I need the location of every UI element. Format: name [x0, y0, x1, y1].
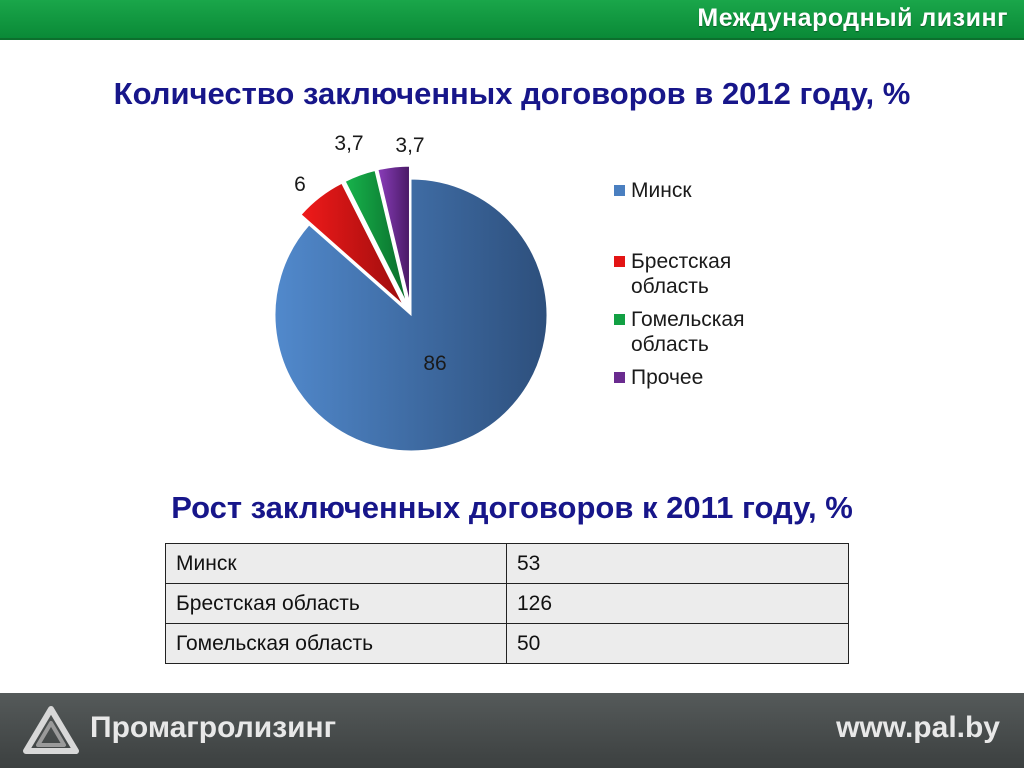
legend-swatch [614, 256, 625, 267]
legend-item-0: Минск [614, 178, 814, 203]
region-cell: Минск [165, 543, 507, 584]
company-name: Промагролизинг [90, 711, 337, 744]
table-row: Брестская область 126 [165, 583, 849, 624]
growth-table: Минск 53 Брестская область 126 Гомельская об… [165, 543, 849, 664]
pie-title: Количество заключенных договоров в 2012 … [113, 76, 911, 111]
slice-label-0: 86 [423, 352, 446, 375]
slice-label-1: 6 [294, 173, 306, 196]
legend-item-1: Брестская область [614, 249, 814, 299]
legend-item-2: Гомельская область [614, 307, 814, 357]
region-cell: Гомельская область [165, 623, 507, 664]
company-logo-icon [23, 706, 79, 754]
pie-slice-3 [377, 165, 410, 303]
website-link[interactable]: www.pal.by [836, 711, 1000, 744]
table-title: Рост заключенных договоров к 2011 году, … [171, 490, 853, 525]
region-cell: Брестская область [165, 583, 507, 624]
chart-legend: Минск Брестская область Гомельская область… [614, 178, 814, 398]
pie-slice-0 [274, 178, 548, 452]
legend-swatch [614, 185, 625, 196]
table-row: Минск 53 [165, 543, 849, 584]
legend-swatch [614, 372, 625, 383]
value-cell: 126 [506, 583, 849, 624]
legend-label: Брестская область [631, 250, 732, 298]
table-row: Гомельская область 50 [165, 623, 849, 664]
value-cell: 53 [506, 543, 849, 584]
pie-slice-1 [300, 182, 404, 306]
brand-name: Международный лизинг [697, 4, 1008, 32]
value-cell: 50 [506, 623, 849, 664]
legend-label: Минск [631, 179, 692, 202]
legend-label: Гомельская область [631, 308, 745, 356]
footer-bar: Промагролизинг www.pal.by [0, 693, 1024, 768]
slice-label-3: 3,7 [395, 134, 424, 157]
legend-swatch [614, 314, 625, 325]
header-bar: Международный лизинг [0, 0, 1024, 40]
pie-slice-2 [344, 169, 408, 304]
slice-label-2: 3,7 [334, 132, 363, 155]
legend-item-3: Прочее [614, 365, 814, 390]
legend-label: Прочее [631, 366, 704, 389]
